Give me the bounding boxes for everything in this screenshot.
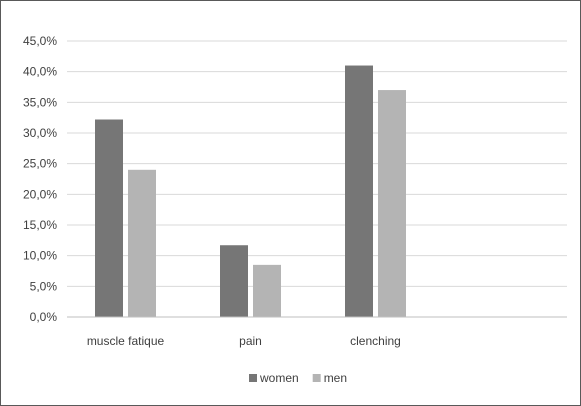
legend-label-men: men — [324, 371, 347, 385]
y-tick-label: 10,0% — [23, 249, 57, 263]
y-tick-label: 15,0% — [23, 218, 57, 232]
bar-women-muscle-fatique — [95, 119, 123, 317]
y-tick-label: 0,0% — [30, 310, 58, 324]
y-axis-tick-labels: 0,0% 5,0% 10,0% 15,0% 20,0% 25,0% 30,0% 35,0% 40… — [23, 34, 57, 324]
x-category-label: clenching — [350, 334, 401, 348]
legend-swatch-men — [312, 374, 321, 382]
bar-men-clenching — [378, 90, 406, 317]
bar-men-pain — [253, 264, 281, 317]
y-tick-label: 40,0% — [23, 65, 57, 79]
y-tick-label: 30,0% — [23, 126, 57, 140]
y-tick-label: 20,0% — [23, 187, 57, 201]
legend-swatch-women — [249, 374, 257, 382]
bar-women-pain — [220, 245, 248, 317]
y-tick-label: 35,0% — [23, 95, 57, 109]
y-tick-label: 25,0% — [23, 157, 57, 171]
legend: women men — [249, 371, 347, 385]
bar-men-muscle-fatique — [128, 169, 156, 317]
bar-women-clenching — [345, 65, 373, 318]
x-axis-category-labels: muscle fatique pain clenching — [87, 334, 401, 348]
y-tick-label: 5,0% — [30, 279, 58, 293]
y-tick-label: 45,0% — [23, 34, 57, 48]
legend-label-women: women — [259, 371, 299, 385]
bars — [95, 65, 406, 318]
x-category-label: muscle fatique — [87, 334, 165, 348]
x-category-label: pain — [239, 334, 262, 348]
